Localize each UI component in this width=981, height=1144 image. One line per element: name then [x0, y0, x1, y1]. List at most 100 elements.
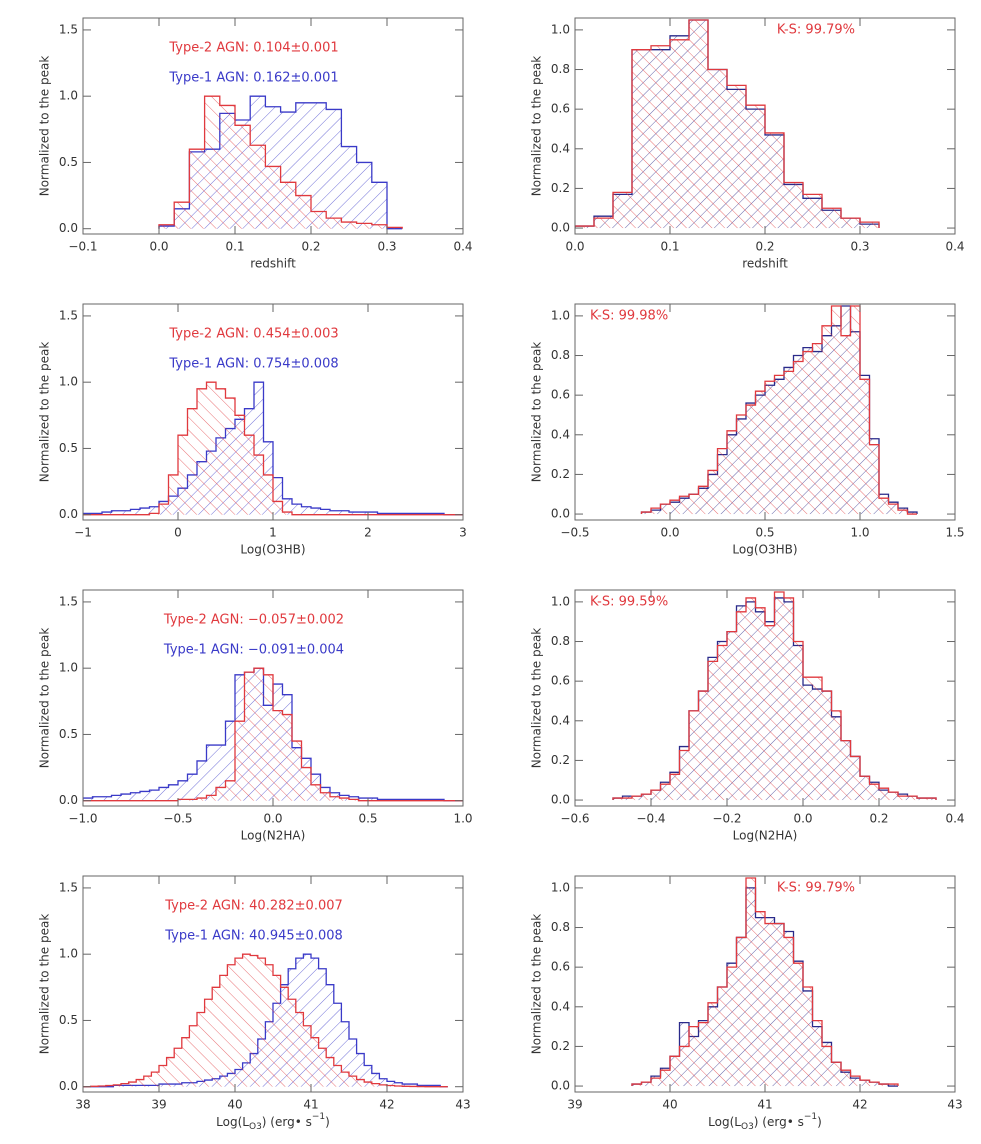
histogram-bin [679, 750, 689, 801]
histogram-bin [216, 745, 226, 801]
x-axis-label: Log(LO3) (erg• s−1) [708, 1112, 822, 1132]
histogram-bin [216, 388, 226, 515]
histogram-bin [708, 69, 727, 229]
histogram-bin [594, 218, 613, 229]
y-axis-label: Normalized to the peak [38, 56, 52, 197]
plot-area [83, 667, 463, 802]
plot-area [631, 877, 899, 1087]
histogram-bin [793, 361, 803, 515]
histogram-bin [425, 513, 435, 515]
histogram-bin [803, 677, 813, 801]
x-tick-label: 0 [174, 526, 182, 540]
step-outline [612, 591, 937, 801]
x-axis-label: Log(O3HB) [240, 543, 305, 557]
histogram-bin [303, 954, 311, 1087]
annotation: Type-1 AGN: −0.091±0.004 [163, 643, 344, 658]
x-tick-label: −0.4 [636, 812, 665, 826]
histogram-bin [254, 668, 264, 801]
x-axis-label-part: O3 [741, 1122, 754, 1132]
histogram-bin [907, 796, 917, 801]
histogram-bin [717, 986, 727, 1087]
x-axis-label: Log(LO3) (erg• s−1) [216, 1112, 330, 1132]
histogram-bin [250, 145, 266, 229]
histogram-bin [356, 162, 372, 229]
histogram-bin [219, 975, 228, 1087]
histogram-bin [140, 508, 150, 515]
histogram-bin [660, 784, 670, 801]
y-tick-label: 1.0 [59, 661, 78, 675]
histogram-bin [898, 510, 908, 515]
x-tick-label: 0.0 [263, 812, 282, 826]
histogram-bin [575, 226, 594, 229]
histogram-bin [641, 1082, 651, 1087]
histogram-bin [288, 999, 296, 1087]
histogram-bin [812, 343, 822, 515]
y-tick-label: 1.0 [551, 594, 570, 608]
histogram-bin [622, 798, 632, 801]
histogram-bin [415, 799, 425, 801]
histogram-bin [159, 1065, 167, 1087]
histogram-bin [254, 382, 264, 515]
histogram-bin [917, 798, 927, 801]
histogram-bin [318, 968, 327, 1087]
histogram-bin [888, 504, 898, 515]
histogram-bin [92, 796, 102, 801]
histogram-bin [339, 798, 349, 801]
x-tick-label: 40 [227, 1098, 242, 1112]
plot-area [575, 19, 880, 229]
histogram-bin [143, 1076, 152, 1087]
histogram-bin [282, 512, 292, 515]
panel: −0.1 0.0 0.1 0.2 0.3 0.4 0.0 0.5 1.0 1.5 Normalize… [38, 17, 473, 271]
y-tick-label: 0.0 [551, 507, 570, 521]
histogram-bin [406, 799, 416, 801]
y-tick-label: 1.0 [59, 947, 78, 961]
histogram-bin [197, 798, 207, 801]
histogram-bin [371, 1073, 380, 1087]
histogram-bin [356, 1053, 365, 1087]
histogram-bin [292, 741, 302, 801]
histogram-bin [326, 1057, 334, 1087]
histogram-bin [349, 512, 359, 515]
histogram-bin [755, 607, 765, 801]
panel: −0.6 −0.4 −0.2 0.0 0.2 0.4 0.0 0.2 0.4 0.6 0.8 1.0 N… [530, 589, 965, 843]
histogram-bin [888, 1084, 898, 1087]
histogram-bin [197, 760, 207, 801]
y-tick-label: 0.8 [551, 62, 570, 76]
step-outline [158, 95, 403, 229]
histogram-bin [660, 1070, 670, 1087]
histogram-bin [227, 964, 235, 1087]
panel: 39 40 41 42 43 0.0 0.2 0.4 0.6 0.8 1.0 Normalized t… [530, 875, 963, 1132]
histogram-bin [341, 222, 357, 229]
histogram-bin [265, 964, 273, 1087]
x-tick-label: 0.4 [945, 812, 964, 826]
panel: 38 39 40 41 42 43 0.0 0.5 1.0 1.5 Normalized to th… [38, 875, 471, 1132]
x-tick-label: 1.5 [945, 526, 964, 540]
x-tick-label: −1 [74, 526, 92, 540]
histogram-bin [869, 444, 879, 515]
histogram-bin [212, 987, 220, 1087]
x-tick-label: 43 [455, 1098, 470, 1112]
y-tick-label: 1.0 [59, 375, 78, 389]
histogram-bin [841, 1070, 851, 1087]
histogram-bin [235, 721, 245, 801]
annotation: Type-1 AGN: 40.945±0.008 [164, 929, 343, 944]
step-outline [640, 305, 917, 515]
histogram-bin [708, 1002, 718, 1087]
y-tick-label: 0.6 [551, 388, 570, 402]
y-tick-label: 1.5 [59, 22, 78, 36]
histogram-bin [651, 45, 670, 229]
histogram-bin [181, 1037, 190, 1087]
histogram-bin [263, 674, 273, 801]
histogram-bin [273, 477, 283, 515]
histogram-bin [774, 375, 784, 515]
x-tick-label: 0.2 [301, 240, 320, 254]
histogram-bin [235, 415, 245, 515]
histogram-bin [273, 501, 283, 515]
histogram-bin [83, 513, 93, 515]
histogram-bin [841, 740, 851, 801]
histogram-bin [364, 1082, 372, 1087]
histogram-bin [774, 923, 784, 1087]
y-tick-label: 0.0 [551, 221, 570, 235]
annotation: Type-2 AGN: −0.057±0.002 [163, 613, 344, 628]
